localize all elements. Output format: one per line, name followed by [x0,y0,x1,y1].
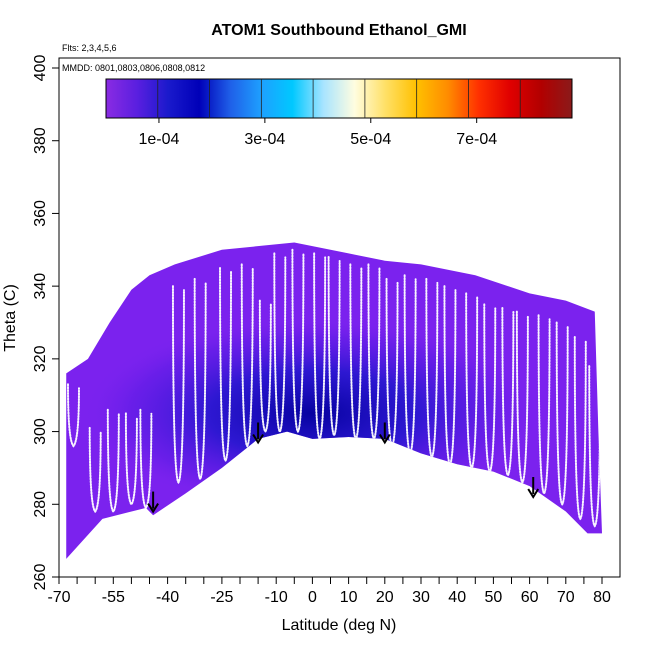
flight-profile [273,252,287,434]
colorbar-tick-label: 5e-04 [350,131,391,148]
y-tick-label: 380 [32,127,49,154]
x-axis-label: Latitude (deg N) [282,617,397,634]
colorbar-tick-label: 1e-04 [138,131,179,148]
flight-profile [555,321,569,506]
y-axis-label: Theta (C) [2,284,19,352]
x-tick-label: -40 [156,589,179,606]
y-tick-label: 300 [32,418,49,445]
x-axis: -70 -55 -40 -25 -10 0 10 20 30 40 50 60 70 80 [47,576,611,606]
y-tick-label: 280 [32,491,49,518]
dates-subtitle: MMDD: 0801,0803,0806,0808,0812 [62,63,205,73]
x-tick-label: 80 [593,589,611,606]
x-tick-label: 70 [557,589,575,606]
flight-profile [88,426,102,514]
y-tick-label: 400 [32,55,49,82]
arrow-marker [527,477,540,499]
x-tick-label: 10 [340,589,358,606]
x-tick-label: 20 [376,589,394,606]
arrow-head [378,433,391,445]
arrow-head [527,488,540,499]
flight-profile [66,383,80,448]
x-tick-label: -25 [210,589,233,606]
arrows-group [147,422,540,514]
x-tick-label: 0 [308,589,317,606]
chart-title: ATOM1 Southbound Ethanol_GMI [211,22,466,39]
arrow-head [252,433,264,445]
arrow-marker [378,422,391,445]
colorbar-bar [105,78,573,119]
x-tick-label: 60 [521,589,539,606]
colorbar-tick-label: 7e-04 [456,131,497,148]
flight-profile [291,248,305,434]
y-tick-label: 360 [32,200,49,227]
x-tick-label: 30 [412,589,430,606]
flight-profile [258,299,272,434]
y-tick-label: 340 [32,273,49,300]
y-tick-label: 320 [32,345,49,372]
data-layer [66,242,603,559]
arrow-marker [147,491,159,514]
flight-profile [193,277,207,481]
x-tick-label: -10 [265,589,288,606]
arrow-marker [252,422,264,445]
arrow-head [147,503,159,514]
flight-profile [106,408,120,514]
flight-profile [515,310,529,484]
colorbar: 1e-04 3e-04 5e-04 7e-04 [105,78,573,148]
flight-profile [537,314,551,495]
flight-profile [240,263,254,448]
x-tick-label: -55 [102,589,125,606]
flight-profile [573,336,587,521]
y-tick-label: 260 [32,564,49,591]
y-axis: 260 280 300 320 340 360 380 400 [32,55,59,591]
flight-profile [501,306,515,477]
x-tick-label: -70 [47,589,70,606]
flight-profile [139,408,153,510]
flight-profile [327,256,341,437]
colorbar-tick-label: 3e-04 [244,131,285,148]
flight-profile [219,266,233,463]
flight-profile [124,412,138,506]
x-tick-label: 40 [448,589,466,606]
x-tick-label: 50 [485,589,503,606]
flights-subtitle: Flts: 2,3,4,5,6 [62,43,117,53]
flight-profile [171,285,185,484]
